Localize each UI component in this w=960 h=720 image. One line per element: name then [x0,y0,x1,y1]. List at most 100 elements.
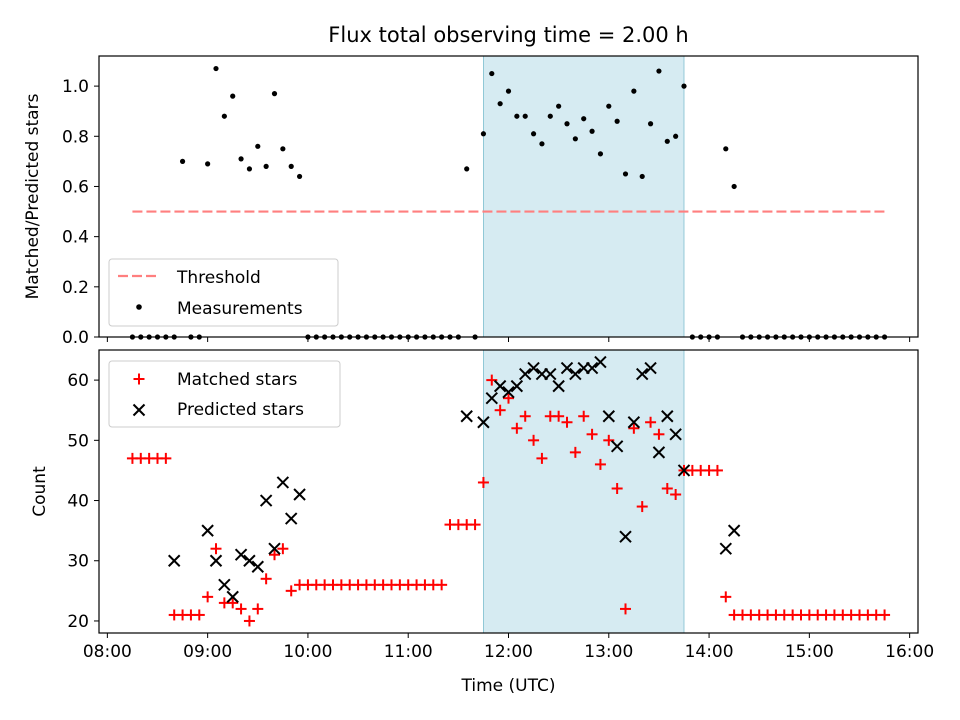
measurement-point [179,158,186,164]
matched-star-point [636,501,648,513]
matched-star-point [227,597,239,609]
matched-star-point [711,464,723,476]
bottom-y-tick-label: 50 [67,431,89,451]
measurement-point [230,93,236,99]
measurement-point [589,128,595,134]
measurement-point [464,166,470,172]
predicted-star-point [644,361,657,375]
matched-star-point [670,489,682,501]
matched-star-point [269,549,280,561]
measurement-point [530,131,537,137]
predicted-star-point [460,410,473,423]
measurement-point [288,163,294,169]
predicted-star-point [661,410,674,423]
measurement-point [221,113,227,119]
matched-star-point [511,422,523,434]
legend-x-marker [132,403,146,417]
top-y-axis-label: Matched/Predicted stars [23,93,43,299]
bottom-axes-frame [98,349,919,634]
predicted-star-point [226,590,239,604]
predicted-star-point [268,542,281,555]
matched-star-point [277,543,289,555]
matched-star-point [260,573,272,585]
matched-star-point [594,458,606,470]
matched-star-point [160,452,172,464]
predicted-star-point [234,548,248,561]
bottom-y-tick-label: 40 [67,492,89,512]
measurement-point [664,138,670,144]
bottom-y-tick-label: 20 [67,612,89,632]
predicted-star-point [544,367,557,381]
matched-stars-points [126,374,891,627]
measurement-point [263,163,269,169]
matched-star-point [569,446,581,458]
measurement-point [246,166,253,172]
matched-star-point [477,476,489,488]
x-tick-label: 14:00 [685,642,734,662]
predicted-star-point [594,355,607,369]
matched-star-point [252,603,264,615]
matched-star-point [494,404,506,416]
top-y-tick-label: 0.4 [62,228,89,248]
bottom-y-tick-label: 30 [67,552,89,572]
bottom-ticks: 08:00 09:00 10:00 11:00 12:00 13:00 14:00 15:00… [67,371,934,662]
measurement-point [622,171,629,177]
predicted-star-point [610,440,624,453]
predicted-star-point [569,367,582,381]
measurement-point [547,113,553,119]
measurement-point [581,116,587,122]
legend-measurements-swatch [136,304,142,310]
x-tick-label: 12:00 [484,642,533,662]
top-y-tick-label: 0.2 [62,278,89,298]
measurement-point [505,88,512,94]
x-tick-label: 15:00 [785,642,834,662]
bottom-y-tick-label: 60 [67,371,89,391]
top-axes-frame [98,55,919,338]
predicted-star-point [585,361,599,375]
matched-star-point [661,482,673,494]
predicted-star-point [243,554,256,567]
bottom-y-axis-label: Count [30,466,50,517]
matched-star-point [210,543,222,555]
predicted-star-point [527,361,540,375]
measurement-point [556,103,562,109]
x-tick-label: 11:00 [384,642,433,662]
matched-star-point [611,482,623,494]
predicted-star-point [493,379,507,393]
x-tick-label: 09:00 [183,642,232,662]
measurement-point [296,173,303,180]
predicted-star-point [619,530,632,543]
measurement-point [647,121,654,127]
bottom-panel: 08:00 09:00 10:00 11:00 12:00 13:00 14:00 15:00… [30,349,934,696]
matched-star-point [561,416,573,428]
matched-star-point [645,416,657,428]
predicted-star-point [293,488,306,501]
legend-measurements-label: Measurements [177,299,303,319]
matched-star-point [285,585,297,597]
predicted-stars-points [168,355,741,604]
measurement-point [723,146,729,152]
matched-star-point [720,591,732,603]
legend-threshold-label: Threshold [176,268,261,288]
measurement-point [656,68,662,74]
measurement-point [572,136,578,142]
measurement-point [639,173,645,180]
predicted-star-point [510,379,524,393]
predicted-star-point [552,379,565,393]
x-tick-label: 08:00 [83,642,132,662]
matched-star-point [469,519,481,531]
legend-matched-swatch [133,373,145,385]
predicted-star-point [602,410,615,423]
measurement-point [673,133,679,139]
x-tick-label: 10:00 [283,642,332,662]
legend-matched-label: Matched stars [177,370,297,390]
measurement-point [681,83,687,89]
top-panel: 0.0 0.2 0.4 0.6 0.8 1.0 Flux total observing … [23,23,919,348]
measurement-point [280,146,286,152]
x-axis-label: Time (UTC) [461,676,556,696]
top-legend: Threshold Measurements [108,258,339,327]
matched-star-point [578,410,590,422]
bottom-highlight-span [483,349,685,634]
bottom-legend-box [108,360,341,428]
matched-star-point [202,591,214,603]
